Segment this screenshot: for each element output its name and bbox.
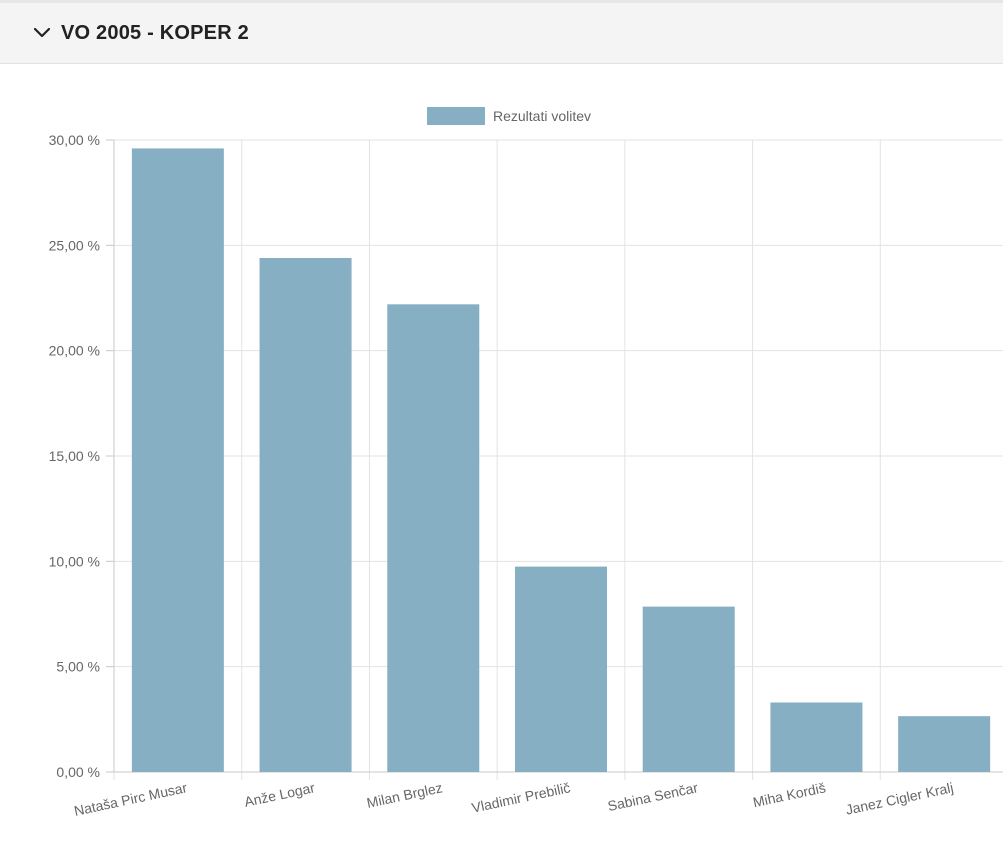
x-category-label: Nataša Pirc Musar — [73, 779, 189, 819]
legend-swatch — [427, 107, 485, 125]
x-category-label: Sabina Senčar — [606, 779, 699, 814]
y-tick-label: 30,00 % — [49, 132, 100, 148]
bar-chart: 0,00 % 5,00 % 10,00 % 15,00 % 20,00 % 25,00 %… — [49, 107, 1003, 819]
section-header[interactable]: VO 2005 - KOPER 2 — [0, 3, 1003, 64]
top-border — [0, 0, 1003, 3]
bar-5 — [642, 606, 735, 772]
y-tick-label: 25,00 % — [49, 237, 100, 253]
y-tick-label: 0,00 % — [56, 764, 100, 780]
x-category-label: Miha Kordiš — [751, 779, 827, 810]
x-category-label: Vladimir Prebilič — [470, 779, 571, 816]
bar-4 — [515, 566, 607, 772]
bar-3 — [387, 304, 480, 772]
y-tick-label: 20,00 % — [49, 343, 100, 359]
y-tick-label: 15,00 % — [49, 448, 100, 464]
bar-1 — [131, 148, 224, 773]
bar-6 — [770, 702, 863, 772]
x-category-label: Anže Logar — [243, 779, 317, 810]
chevron-down-icon[interactable] — [32, 23, 52, 43]
y-tick-label: 5,00 % — [56, 659, 100, 675]
x-category-label: Janez Cigler Kralj — [844, 779, 955, 817]
bar-7 — [898, 716, 991, 772]
x-category-label: Milan Brglez — [365, 779, 444, 811]
bar-2 — [259, 257, 352, 772]
y-tick-label: 10,00 % — [49, 553, 100, 569]
legend-label: Rezultati volitev — [493, 108, 591, 124]
section-title: VO 2005 - KOPER 2 — [61, 21, 249, 44]
